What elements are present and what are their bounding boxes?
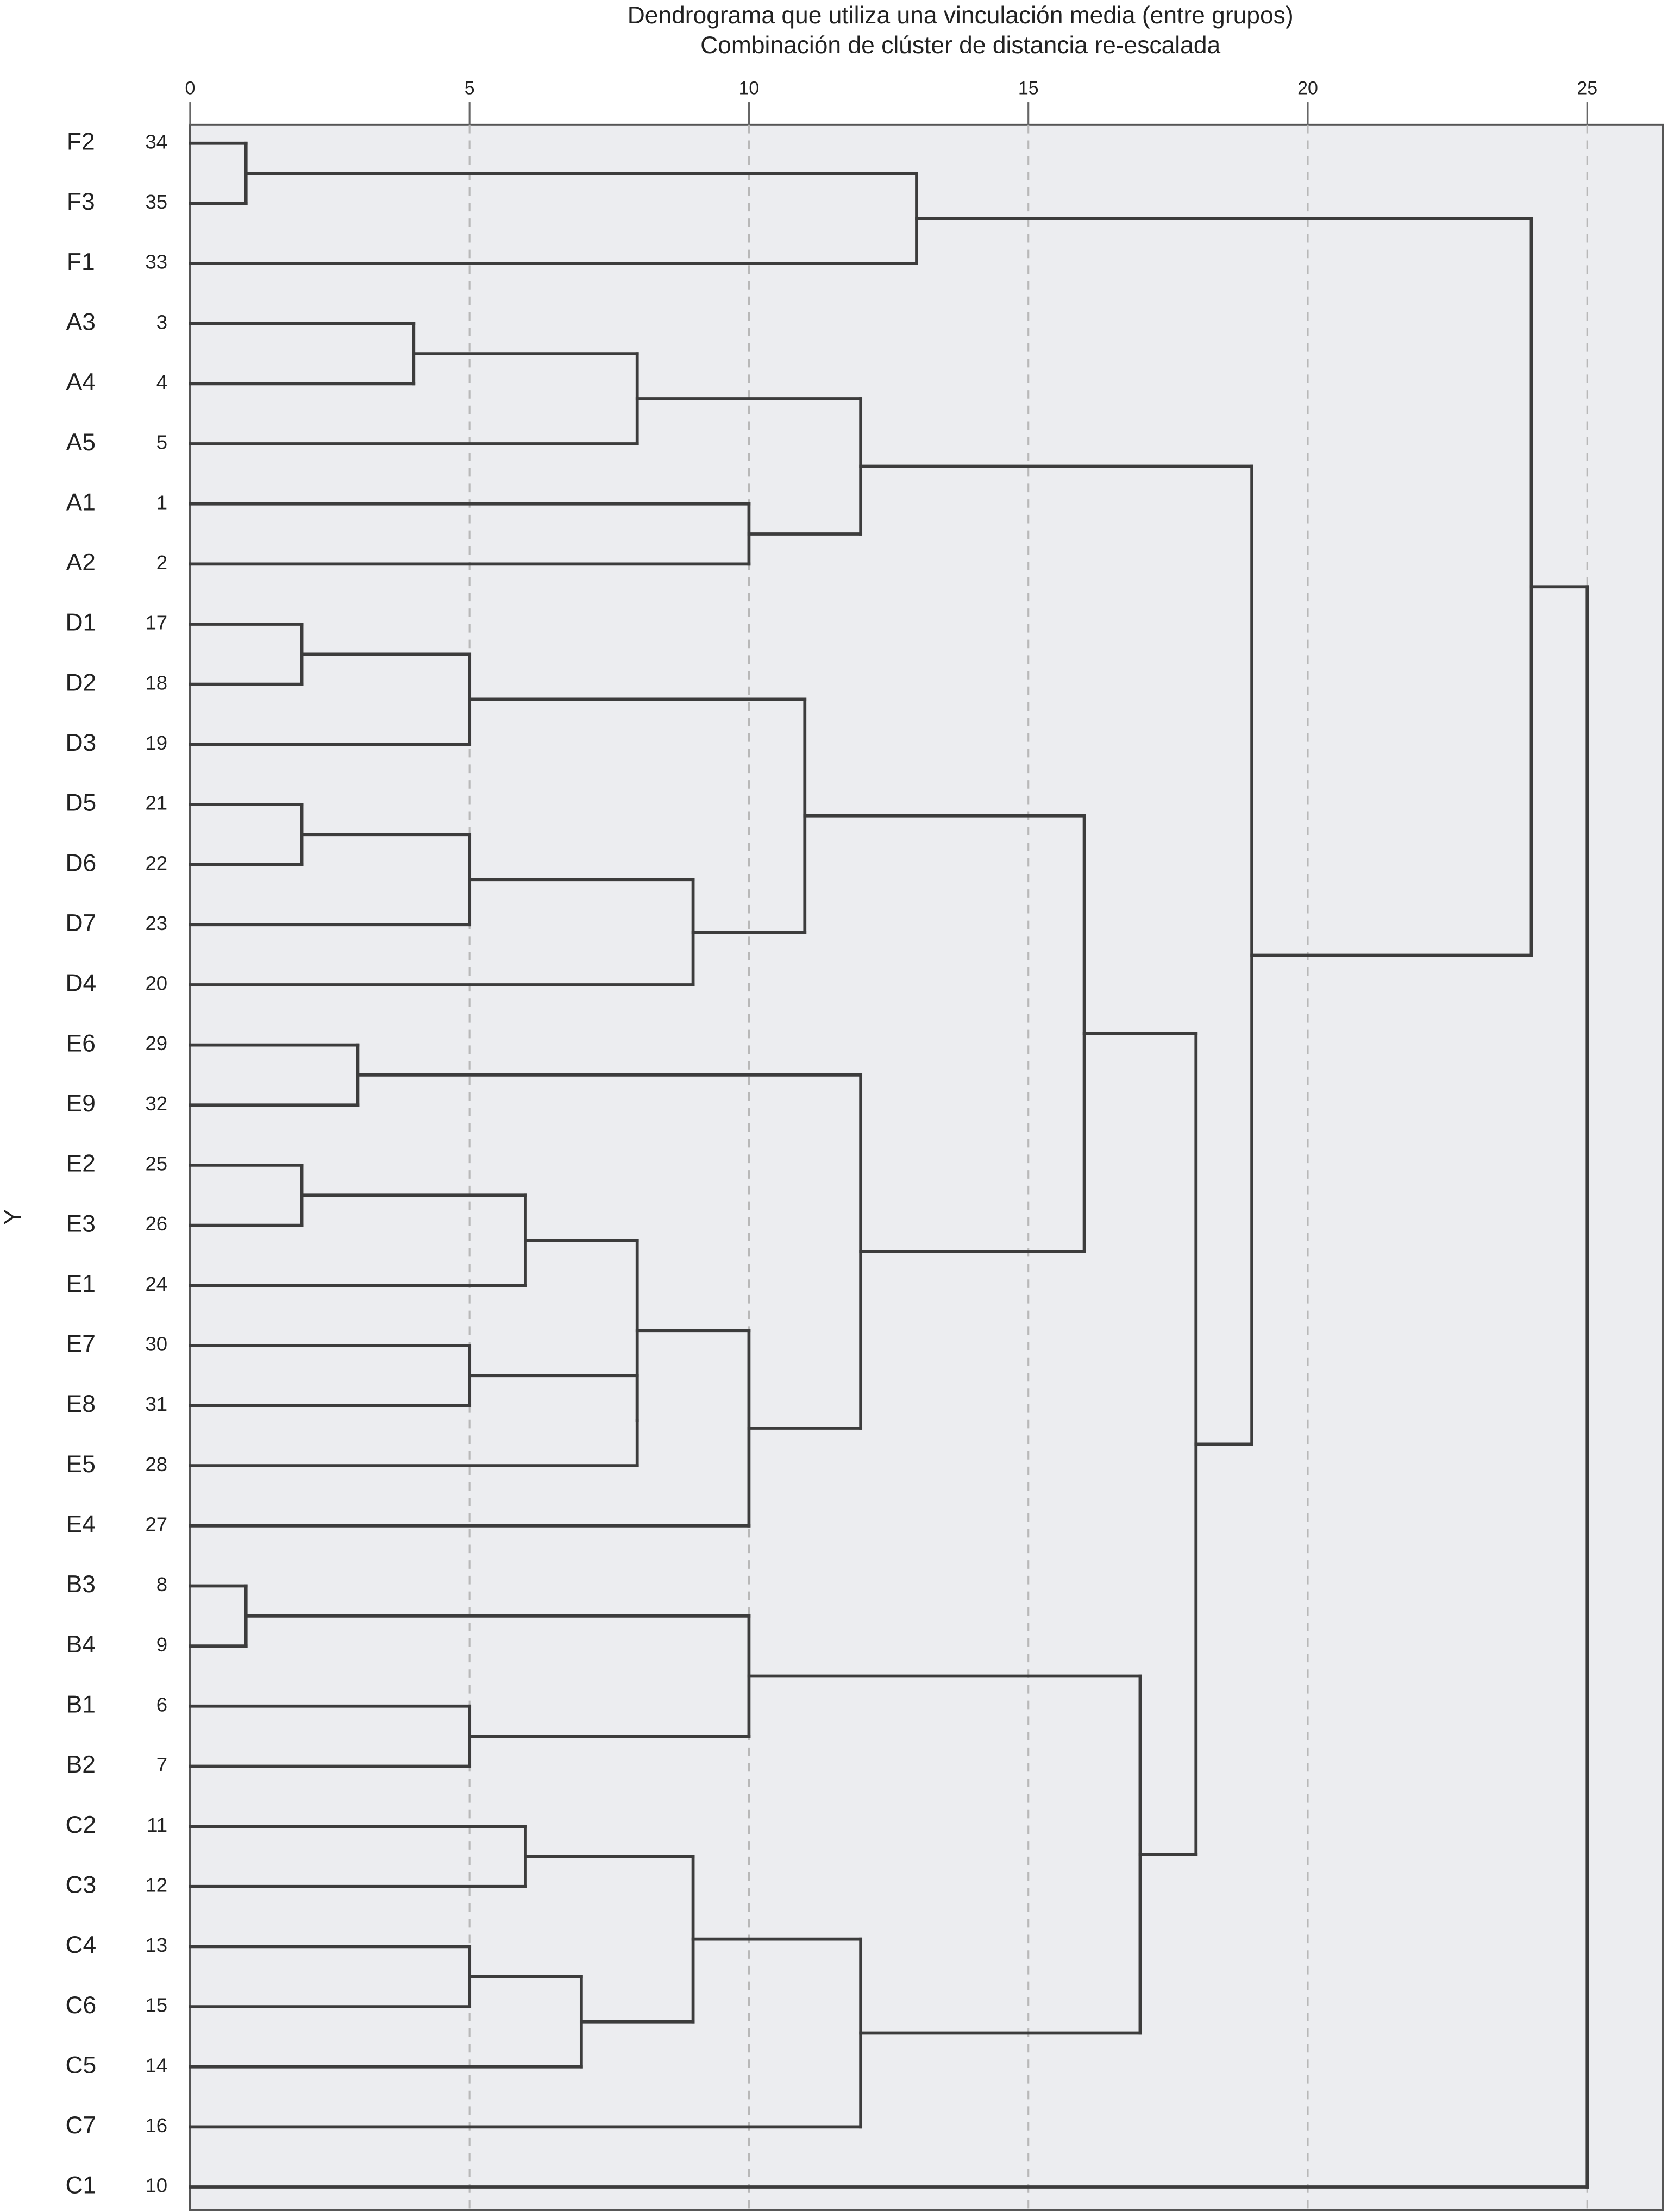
leaf-number: 26 (145, 1212, 167, 1235)
leaf-number: 32 (145, 1092, 167, 1115)
leaf-number: 5 (156, 431, 167, 454)
leaf-label: A4 (66, 369, 96, 395)
leaf-label: C1 (65, 2172, 96, 2199)
leaf-label: E2 (66, 1151, 96, 1177)
leaf-number: 9 (156, 1633, 167, 1656)
leaf-label: B4 (66, 1631, 96, 1658)
leaf-number: 3 (156, 311, 167, 333)
leaf-number: 33 (145, 251, 167, 273)
leaf-label: D1 (65, 609, 96, 636)
y-axis-label: Y (0, 1209, 26, 1226)
leaf-label: C2 (65, 1812, 96, 1838)
chart-subtitle: Combinación de clúster de distancia re-e… (700, 32, 1220, 59)
leaf-number: 10 (145, 2175, 167, 2197)
leaf-label: B2 (66, 1751, 96, 1778)
leaf-label: E5 (66, 1451, 96, 1478)
leaf-label: B3 (66, 1571, 96, 1598)
leaf-label: A2 (66, 549, 96, 576)
leaf-label: F2 (67, 128, 95, 155)
x-tick-label: 5 (465, 78, 475, 99)
leaf-label: D5 (65, 790, 96, 816)
leaf-label: E4 (66, 1511, 96, 1538)
leaf-number: 4 (156, 371, 167, 393)
x-tick-label: 20 (1297, 78, 1318, 99)
x-tick-label: 25 (1577, 78, 1597, 99)
leaf-number: 18 (145, 671, 167, 694)
leaf-label: A1 (66, 489, 96, 516)
leaf-number: 15 (145, 1994, 167, 2016)
leaf-number: 24 (145, 1273, 167, 1295)
leaf-label: A5 (66, 429, 96, 456)
leaf-label: E9 (66, 1090, 96, 1117)
leaf-number: 23 (145, 912, 167, 934)
leaf-label: D6 (65, 850, 96, 876)
leaf-label: F1 (67, 249, 95, 275)
leaf-number: 16 (145, 2114, 167, 2136)
leaf-number: 28 (145, 1453, 167, 1475)
leaf-number: 6 (156, 1693, 167, 1715)
leaf-number: 21 (145, 792, 167, 814)
leaf-number: 14 (145, 2054, 167, 2076)
leaf-label: C5 (65, 2052, 96, 2078)
x-tick-label: 10 (739, 78, 760, 99)
leaf-number: 34 (145, 130, 167, 153)
leaf-number: 7 (156, 1754, 167, 1776)
leaf-label: E6 (66, 1030, 96, 1057)
leaf-label: E8 (66, 1391, 96, 1417)
leaf-number: 12 (145, 1874, 167, 1896)
chart-title: Dendrograma que utiliza una vinculación … (628, 2, 1294, 29)
leaf-label: C6 (65, 1992, 96, 2019)
leaf-number: 2 (156, 551, 167, 574)
leaf-number: 19 (145, 732, 167, 754)
leaf-label: D4 (65, 970, 96, 997)
leaf-number: 25 (145, 1153, 167, 1175)
leaf-label: B1 (66, 1692, 96, 1718)
leaf-label: C3 (65, 1871, 96, 1898)
leaf-number: 13 (145, 1934, 167, 1956)
leaf-number: 29 (145, 1032, 167, 1054)
leaf-label: D2 (65, 669, 96, 696)
plot-area (189, 123, 1664, 2211)
leaf-label: C7 (65, 2112, 96, 2139)
leaf-number: 8 (156, 1573, 167, 1595)
leaf-number: 31 (145, 1393, 167, 1415)
leaf-number: 11 (147, 1814, 167, 1836)
leaf-number: 27 (145, 1513, 167, 1535)
leaf-number: 1 (156, 491, 167, 513)
leaf-label: D3 (65, 730, 96, 756)
leaf-number: 22 (145, 852, 167, 874)
leaf-number: 20 (145, 972, 167, 995)
leaf-label: E3 (66, 1210, 96, 1237)
x-tick-label: 0 (185, 78, 195, 99)
x-tick-label: 15 (1018, 78, 1039, 99)
leaf-number: 35 (145, 191, 167, 213)
leaf-label: C4 (65, 1932, 96, 1958)
leaf-label: D7 (65, 910, 96, 937)
leaf-label: F3 (67, 188, 95, 215)
leaf-label: E1 (66, 1271, 96, 1297)
leaf-number: 17 (145, 612, 167, 634)
leaf-number: 30 (145, 1333, 167, 1355)
leaf-label: A3 (66, 309, 96, 335)
leaf-label: E7 (66, 1331, 96, 1358)
